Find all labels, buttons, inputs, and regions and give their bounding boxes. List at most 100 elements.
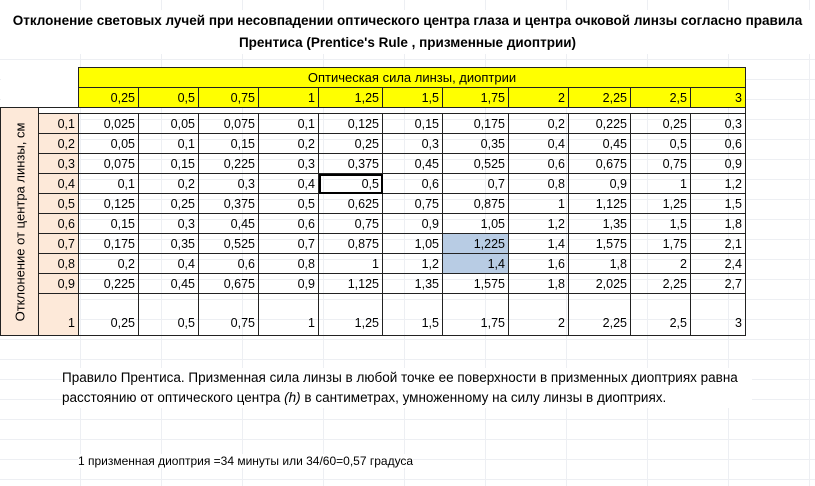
data-cell[interactable]: 0,525 bbox=[198, 233, 259, 254]
data-cell[interactable]: 0,4 bbox=[138, 253, 199, 274]
data-cell[interactable]: 0,6 bbox=[258, 213, 319, 234]
column-header-title[interactable]: Оптическая сила линзы, диоптрии bbox=[78, 67, 746, 88]
data-cell[interactable]: 0,3 bbox=[382, 133, 443, 154]
data-cell[interactable]: 2 bbox=[508, 293, 569, 336]
row-header-cell[interactable]: 0,7 bbox=[38, 233, 79, 254]
data-cell[interactable]: 1,8 bbox=[508, 273, 569, 294]
data-cell[interactable]: 0,3 bbox=[258, 153, 319, 174]
row-header-cell[interactable]: 0,1 bbox=[38, 113, 79, 134]
data-cell[interactable]: 1,6 bbox=[508, 253, 569, 274]
data-cell[interactable]: 2,5 bbox=[630, 293, 691, 336]
data-cell[interactable]: 2,25 bbox=[630, 273, 691, 294]
data-cell[interactable]: 0,25 bbox=[78, 293, 139, 336]
data-cell[interactable]: 1,5 bbox=[630, 213, 691, 234]
data-cell[interactable]: 0,9 bbox=[258, 273, 319, 294]
data-cell[interactable]: 0,2 bbox=[508, 113, 569, 134]
data-cell[interactable]: 0,125 bbox=[78, 193, 139, 214]
data-cell[interactable]: 0,075 bbox=[198, 113, 259, 134]
data-cell[interactable]: 1,125 bbox=[568, 193, 631, 214]
data-cell[interactable]: 0,9 bbox=[382, 213, 443, 234]
data-cell[interactable]: 1,4 bbox=[442, 253, 509, 274]
data-cell[interactable]: 0,7 bbox=[442, 173, 509, 194]
data-cell[interactable]: 0,75 bbox=[318, 213, 383, 234]
power-header-cell[interactable]: 3 bbox=[690, 87, 746, 108]
row-header-label[interactable]: Отклонение от центра линзы, см bbox=[0, 107, 39, 336]
data-cell[interactable]: 0,675 bbox=[568, 153, 631, 174]
power-header-cell[interactable]: 1,25 bbox=[318, 87, 383, 108]
data-cell[interactable]: 0,7 bbox=[258, 233, 319, 254]
prism-diopter-footnote[interactable]: 1 призменная диоптрия =34 минуты или 34/… bbox=[78, 454, 414, 468]
data-cell[interactable]: 0,5 bbox=[630, 133, 691, 154]
data-cell[interactable]: 0,75 bbox=[630, 153, 691, 174]
data-cell[interactable]: 0,9 bbox=[568, 173, 631, 194]
data-cell[interactable]: 1,575 bbox=[442, 273, 509, 294]
data-cell[interactable]: 3 bbox=[690, 293, 746, 336]
data-cell[interactable]: 1,8 bbox=[568, 253, 631, 274]
data-cell[interactable]: 1,575 bbox=[568, 233, 631, 254]
data-cell[interactable]: 0,375 bbox=[198, 193, 259, 214]
data-cell[interactable]: 0,35 bbox=[442, 133, 509, 154]
data-cell[interactable]: 0,225 bbox=[78, 273, 139, 294]
data-cell[interactable]: 1 bbox=[630, 173, 691, 194]
row-header-cell[interactable]: 0,2 bbox=[38, 133, 79, 154]
data-cell[interactable]: 1,75 bbox=[630, 233, 691, 254]
data-cell[interactable]: 1,4 bbox=[508, 233, 569, 254]
data-cell[interactable]: 0,15 bbox=[78, 213, 139, 234]
data-cell[interactable]: 2,1 bbox=[690, 233, 746, 254]
corner-cell[interactable] bbox=[0, 67, 79, 108]
data-cell[interactable]: 0,25 bbox=[318, 133, 383, 154]
data-cell[interactable]: 1 bbox=[258, 293, 319, 336]
data-cell[interactable]: 0,4 bbox=[508, 133, 569, 154]
data-cell[interactable]: 0,3 bbox=[138, 213, 199, 234]
data-cell[interactable]: 0,375 bbox=[318, 153, 383, 174]
data-cell[interactable]: 0,75 bbox=[198, 293, 259, 336]
data-cell[interactable]: 0,8 bbox=[508, 173, 569, 194]
row-header-cell[interactable]: 0,5 bbox=[38, 193, 79, 214]
data-cell[interactable]: 0,3 bbox=[198, 173, 259, 194]
data-cell[interactable]: 2,25 bbox=[568, 293, 631, 336]
data-cell[interactable]: 1,25 bbox=[318, 293, 383, 336]
power-header-cell[interactable]: 0,5 bbox=[138, 87, 199, 108]
data-cell[interactable]: 2,7 bbox=[690, 273, 746, 294]
data-cell[interactable]: 0,6 bbox=[690, 133, 746, 154]
power-header-cell[interactable]: 2,25 bbox=[568, 87, 631, 108]
data-cell[interactable]: 1,2 bbox=[690, 173, 746, 194]
power-header-cell[interactable]: 1 bbox=[258, 87, 319, 108]
data-cell[interactable]: 0,1 bbox=[78, 173, 139, 194]
row-header-cell[interactable]: 0,3 bbox=[38, 153, 79, 174]
data-cell[interactable]: 2,4 bbox=[690, 253, 746, 274]
data-cell[interactable]: 0,2 bbox=[78, 253, 139, 274]
data-cell[interactable]: 1,05 bbox=[382, 233, 443, 254]
data-cell[interactable]: 0,45 bbox=[382, 153, 443, 174]
data-cell[interactable]: 1,25 bbox=[630, 193, 691, 214]
data-cell[interactable]: 0,15 bbox=[138, 153, 199, 174]
data-cell[interactable]: 0,05 bbox=[78, 133, 139, 154]
data-cell[interactable]: 1,5 bbox=[382, 293, 443, 336]
data-cell[interactable]: 1,75 bbox=[442, 293, 509, 336]
data-cell[interactable]: 0,45 bbox=[568, 133, 631, 154]
row-header-cell[interactable]: 0,8 bbox=[38, 253, 79, 274]
data-cell[interactable]: 0,6 bbox=[508, 153, 569, 174]
data-cell[interactable]: 0,45 bbox=[198, 213, 259, 234]
data-cell[interactable]: 0,2 bbox=[138, 173, 199, 194]
row-header-cell[interactable]: 0,9 bbox=[38, 273, 79, 294]
data-cell[interactable]: 1,35 bbox=[568, 213, 631, 234]
data-cell[interactable]: 0,15 bbox=[198, 133, 259, 154]
data-cell[interactable]: 0,3 bbox=[690, 113, 746, 134]
data-cell[interactable]: 1 bbox=[318, 253, 383, 274]
data-cell[interactable]: 1,5 bbox=[690, 193, 746, 214]
prentice-rule-note[interactable]: Правило Прентиса. Призменная сила линзы … bbox=[62, 368, 752, 408]
data-cell[interactable]: 0,175 bbox=[78, 233, 139, 254]
data-cell[interactable]: 0,075 bbox=[78, 153, 139, 174]
data-cell[interactable]: 0,875 bbox=[318, 233, 383, 254]
data-cell[interactable]: 1,125 bbox=[318, 273, 383, 294]
data-cell[interactable]: 0,35 bbox=[138, 233, 199, 254]
data-cell[interactable]: 0,675 bbox=[198, 273, 259, 294]
data-cell[interactable]: 0,4 bbox=[258, 173, 319, 194]
data-cell[interactable]: 0,9 bbox=[690, 153, 746, 174]
data-cell[interactable]: 0,225 bbox=[198, 153, 259, 174]
data-cell[interactable]: 1,05 bbox=[442, 213, 509, 234]
data-cell[interactable]: 1 bbox=[508, 193, 569, 214]
data-cell[interactable]: 0,6 bbox=[382, 173, 443, 194]
data-cell[interactable]: 1,35 bbox=[382, 273, 443, 294]
